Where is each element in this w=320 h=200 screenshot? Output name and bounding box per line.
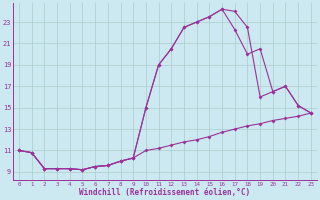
X-axis label: Windchill (Refroidissement éolien,°C): Windchill (Refroidissement éolien,°C) bbox=[79, 188, 251, 197]
